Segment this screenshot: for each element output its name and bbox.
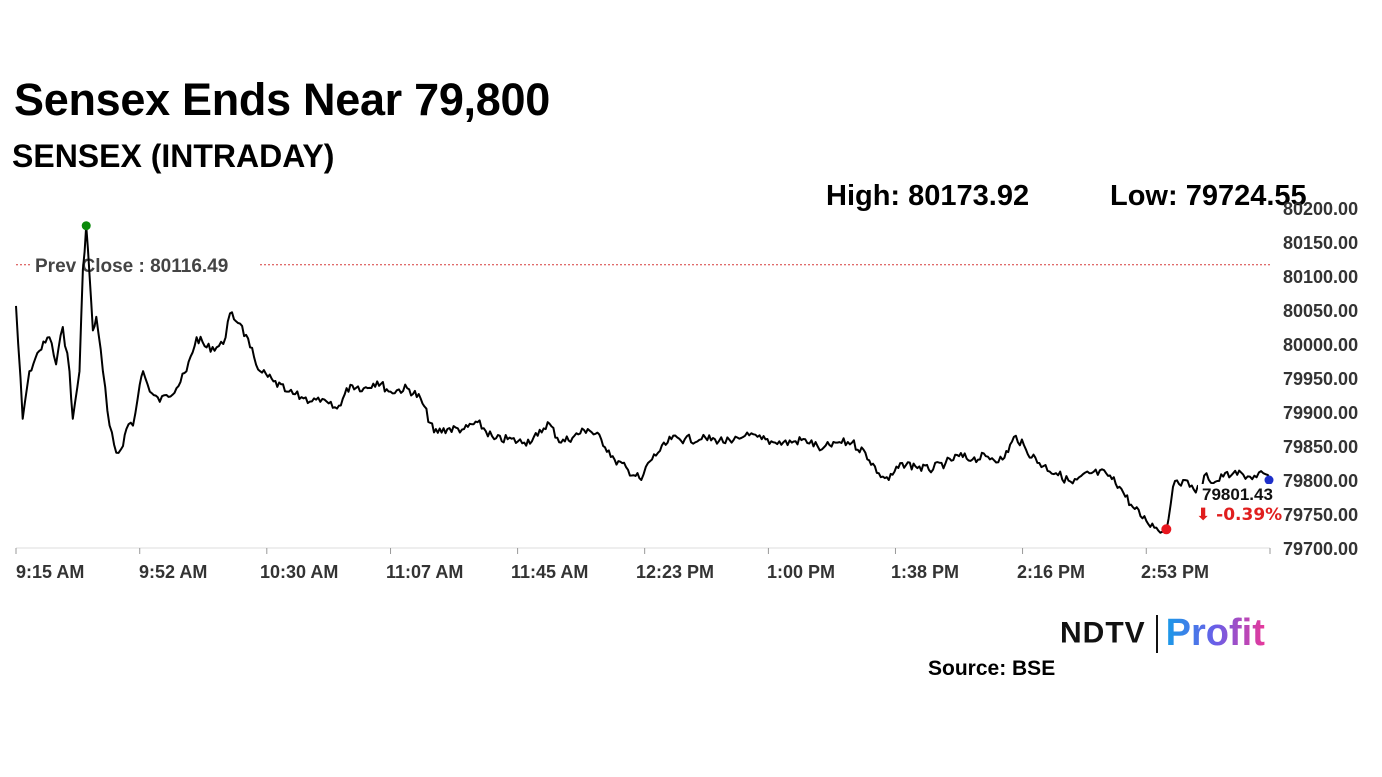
last-value-marker: [1264, 475, 1274, 485]
x-tick-label: 1:00 PM: [767, 562, 835, 582]
x-tick-label: 11:45 AM: [511, 562, 588, 582]
chart-title: Sensex Ends Near 79,800: [14, 74, 550, 125]
x-tick-label: 11:07 AM: [386, 562, 463, 582]
y-tick-label: 80000.00: [1283, 335, 1358, 355]
y-axis: 80200.00 80150.00 80100.00 80050.00 80000.00…: [1283, 199, 1358, 559]
change-label: ⬇ -0.39%: [1196, 505, 1282, 525]
y-tick-label: 79850.00: [1283, 437, 1358, 457]
logo-profit-text: Profit: [1165, 612, 1265, 654]
high-marker: [81, 221, 91, 231]
markers-group: 79801.43⬇ -0.39%: [81, 221, 1282, 535]
x-tick-label: 2:16 PM: [1017, 562, 1085, 582]
prev-close-label: Prev Close : 80116.49: [35, 256, 228, 277]
x-tick-label: 10:30 AM: [260, 562, 338, 582]
last-value-label-bg: [1198, 484, 1282, 505]
y-tick-label: 79700.00: [1283, 539, 1358, 559]
y-tick-label: 79950.00: [1283, 369, 1358, 389]
chart-subtitle: SENSEX (INTRADAY): [12, 138, 335, 174]
ndtv-profit-logo: NDTV Profit: [1060, 612, 1265, 656]
series-group: [15, 224, 1271, 534]
y-tick-label: 80150.00: [1283, 233, 1358, 253]
x-tick-label: 9:52 AM: [139, 562, 207, 582]
high-stat: High: 80173.92: [826, 180, 1030, 212]
y-tick-label: 80050.00: [1283, 301, 1358, 321]
series-line: [15, 224, 1271, 534]
prev-close-group: Prev Close : 80116.49: [16, 252, 1270, 277]
x-axis: 9:15 AM 9:52 AM 10:30 AM 11:07 AM 11:45 AM 12…: [15, 547, 1271, 582]
x-tick-label: 2:53 PM: [1141, 562, 1209, 582]
y-tick-label: 79750.00: [1283, 505, 1358, 525]
x-tick-label: 9:15 AM: [16, 562, 84, 582]
source-label: Source: BSE: [928, 657, 1056, 680]
low-marker: [1161, 524, 1172, 535]
last-value-label: 79801.43: [1202, 485, 1273, 504]
x-tick-label: 12:23 PM: [636, 562, 714, 582]
low-stat: Low: 79724.55: [1110, 180, 1307, 212]
logo-ndtv-text: NDTV: [1060, 616, 1146, 650]
x-tick-label: 1:38 PM: [891, 562, 959, 582]
prev-close-label-bg: [30, 252, 258, 277]
y-tick-label: 79900.00: [1283, 403, 1358, 423]
y-tick-label: 80100.00: [1283, 267, 1358, 287]
y-tick-label: 80200.00: [1283, 199, 1358, 219]
logo-divider: [1155, 614, 1158, 653]
y-tick-label: 79800.00: [1283, 471, 1358, 491]
